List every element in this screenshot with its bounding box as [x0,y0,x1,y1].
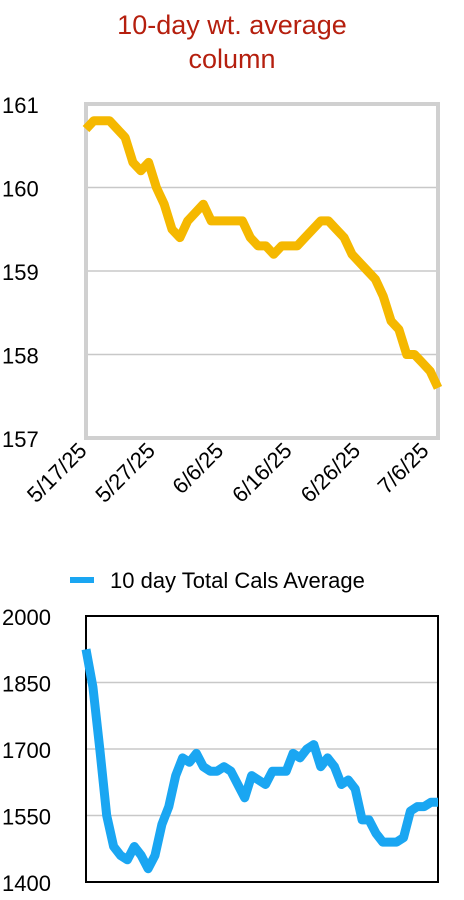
y-tick-label: 1550 [2,805,51,830]
y-tick-label: 1400 [2,871,51,896]
legend-label: 10 day Total Cals Average [110,568,365,593]
chart-title-line-2: column [188,44,276,74]
chart2-series [81,648,438,874]
chart2-y-axis-ticks: 2000 1850 1700 1550 1400 [2,605,51,896]
weight-average-chart: 161 160 159 158 157 5/17/255/27/25 6/6/256/16… [2,93,443,508]
chart2-legend: 10 day Total Cals Average [70,568,365,593]
chart-title: 10-day wt. average column [0,8,464,76]
chart1-gridlines [86,186,438,356]
chart2-gridlines [86,681,438,817]
y-tick-label: 1850 [2,672,51,697]
chart2-plot-frame [85,615,439,883]
calories-average-line [81,648,438,874]
weight-average-line [82,116,443,390]
y-tick-label: 1700 [2,738,51,763]
y-tick-label: 158 [2,344,39,369]
chart1-plot-frame [84,102,440,440]
chart-title-line-1: 10-day wt. average [117,10,347,40]
x-tick-label: 7/6/25 [373,438,434,499]
x-tick-label: 6/16/25 [227,438,297,508]
x-tick-label: 6/26/25 [296,438,366,508]
y-tick-label: 160 [2,177,39,202]
y-tick-label: 2000 [2,605,51,630]
calories-average-chart: 10 day Total Cals Average 2000 1850 1700 15… [2,568,439,896]
x-tick-label: 5/27/25 [90,438,160,508]
chart1-x-axis-ticks: 5/17/255/27/25 6/6/256/16/256/26/25 7/6/25 [22,438,434,508]
chart1-y-axis-ticks: 161 160 159 158 157 [2,93,39,452]
x-tick-label: 6/6/25 [167,438,228,499]
y-tick-label: 157 [2,427,39,452]
y-tick-label: 159 [2,260,39,285]
y-tick-label: 161 [2,93,39,118]
chart1-series [82,116,443,390]
